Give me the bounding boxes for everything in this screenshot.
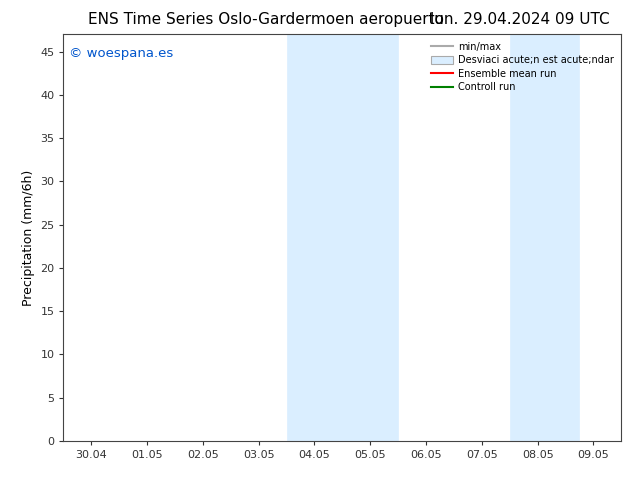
Text: ENS Time Series Oslo-Gardermoen aeropuerto: ENS Time Series Oslo-Gardermoen aeropuer… [88, 12, 444, 27]
Bar [287, 34, 398, 441]
Text: © woespana.es: © woespana.es [69, 47, 173, 59]
Legend: min/max, Desviaci acute;n est acute;ndar, Ensemble mean run, Controll run: min/max, Desviaci acute;n est acute;ndar… [429, 39, 616, 95]
Bar [510, 34, 579, 441]
Y-axis label: Precipitation (mm/6h): Precipitation (mm/6h) [22, 170, 35, 306]
Text: lun. 29.04.2024 09 UTC: lun. 29.04.2024 09 UTC [430, 12, 610, 27]
